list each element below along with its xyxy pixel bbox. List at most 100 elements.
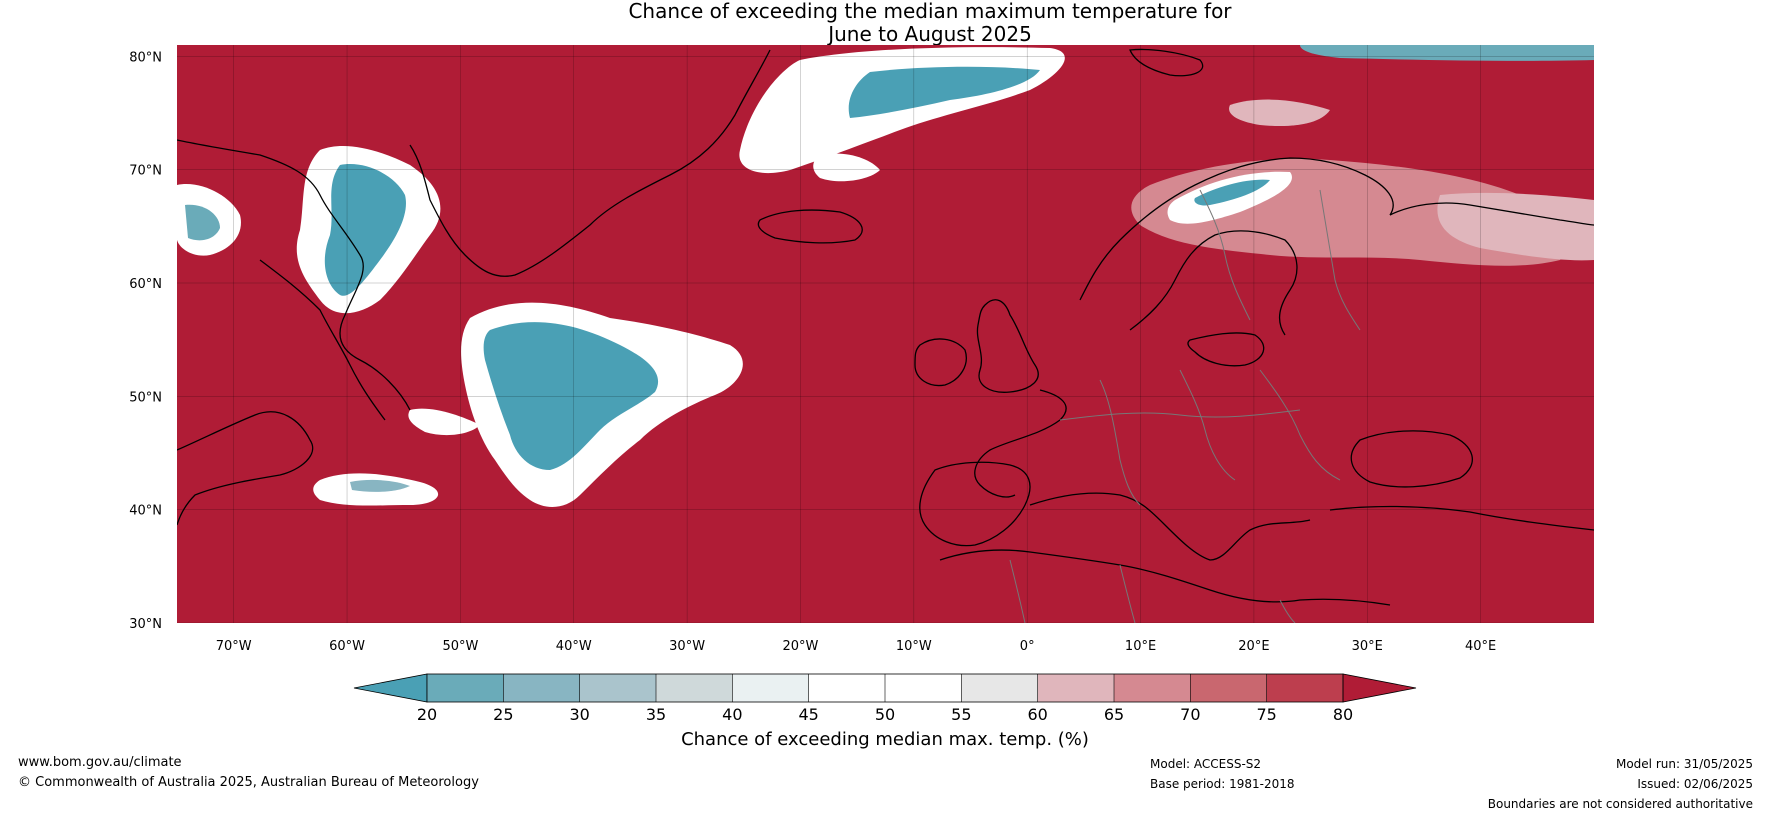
colorbar-segment [1114,674,1191,702]
longitude-label: 60°W [329,639,365,654]
coast-europe-west [974,389,1067,498]
border-africa-a [1009,559,1026,623]
longitude-label: 70°W [216,639,252,654]
region-hudson-core [185,204,220,241]
border-africa-c [1279,599,1296,623]
colorbar-title: Chance of exceeding median max. temp. (%… [681,729,1089,750]
border-europe-b [1099,379,1141,506]
probability-regions [177,45,1594,507]
colorbar-segment [732,674,810,702]
border-europe-a [1059,409,1301,421]
region-svalbard-strip [1300,45,1594,61]
footer-model-run: Model run: 31/05/2025 [1615,757,1753,771]
colorbar-tick-label: 40 [722,705,742,724]
colorbar: 20 25 30 35 40 45 50 55 60 65 70 75 80 Chance of exc… [353,673,1417,750]
coast-great-britain [976,299,1039,393]
colorbar-tick-label: 80 [1333,705,1353,724]
latitude-label: 60°N [129,277,162,292]
footer-issued: Issued: 02/06/2025 [1637,777,1753,791]
border-finland-russia [1319,189,1361,331]
colorbar-tick-label: 30 [569,705,589,724]
map-background [177,45,1594,623]
title-line-2: June to August 2025 [828,22,1032,46]
colorbar-segments [427,674,1344,702]
longitude-label: 20°E [1238,639,1269,654]
longitude-label: 20°W [783,639,819,654]
latitude-label: 80°N [129,50,162,65]
colorbar-tick-label: 20 [417,705,437,724]
colorbar-outline [426,673,1344,703]
coast-mediterranean-north [1029,492,1311,561]
longitude-label: 10°W [896,639,932,654]
colorbar-tick-label: 25 [493,705,513,724]
latitude-label: 70°N [129,164,162,179]
coast-turkey [1329,505,1594,531]
country-borders [1009,189,1361,623]
footer-copyright: © Commonwealth of Australia 2025, Austra… [18,775,479,790]
region-labrador-sea-core [324,164,406,296]
coast-ireland [914,338,967,387]
coast-iceland [757,209,863,244]
map-title: Chance of exceeding the median maximum t… [0,0,1770,46]
coast-iberia [919,461,1031,547]
latitude-label: 50°N [129,390,162,405]
region-iceland-sea-halo [813,153,880,182]
footer-base-period: Base period: 1981-2018 [1150,777,1295,791]
coast-black-sea [1350,430,1473,488]
colorbar-segment [1190,674,1268,702]
footer-model: Model: ACCESS-S2 [1150,757,1262,771]
coast-greenland [409,49,771,277]
region-greenland-sea-core [848,66,1040,118]
border-europe-d [1259,369,1341,481]
colorbar-tick-label: 75 [1256,705,1276,724]
colorbar-over-triangle [1342,673,1417,703]
colorbar-segment [503,674,581,702]
footer-boundaries: Boundaries are not considered authoritat… [1487,797,1753,811]
graticule-lines [177,45,1594,623]
longitude-label: 30°E [1352,639,1383,654]
colorbar-segment [579,674,657,702]
border-europe-c [1179,369,1236,481]
region-mid-atlantic-small-core [350,479,410,492]
colorbar-segment [427,674,504,702]
region-canada-east-halo [408,408,480,436]
latitude-labels: 80°N 70°N 60°N 50°N 40°N 30°N [129,50,162,632]
coast-svalbard [1129,48,1204,77]
longitude-label: 40°E [1465,639,1496,654]
footer-website: www.bom.gov.au/climate [18,755,182,770]
colorbar-tick-label: 35 [646,705,666,724]
colorbar-tick-label: 45 [798,705,818,724]
colorbar-segment [808,674,886,702]
colorbar-tick-label: 70 [1180,705,1200,724]
coast-norway [1079,157,1394,301]
colorbar-tick-label: 50 [875,705,895,724]
colorbar-tick-labels: 20 25 30 35 40 45 50 55 60 65 70 75 80 [417,705,1353,724]
coastlines [177,48,1594,606]
longitude-label: 50°W [442,639,478,654]
coast-baltic [1187,332,1265,367]
colorbar-segment [1266,674,1344,702]
colorbar-under-triangle [353,673,428,703]
coast-north-america [177,411,314,526]
title-line-1: Chance of exceeding the median maximum t… [628,0,1232,23]
latitude-label: 40°N [129,504,162,519]
longitude-labels: 70°W 60°W 50°W 40°W 30°W 20°W 10°W 0° 10°E 20°E 30… [216,639,1497,654]
border-africa-b [1119,564,1136,623]
colorbar-tick-label: 60 [1027,705,1047,724]
map-panel [177,45,1594,623]
latitude-label: 30°N [129,617,162,632]
longitude-label: 30°W [669,639,705,654]
longitude-label: 40°W [556,639,592,654]
region-north-atlantic-core [483,322,659,470]
colorbar-tick-label: 55 [951,705,971,724]
coast-north-africa [939,549,1391,606]
colorbar-segment [1037,674,1115,702]
coast-sweden-finland [1129,230,1298,336]
colorbar-tick-label: 65 [1104,705,1124,724]
region-scandinavia-core [1194,179,1270,206]
region-russia-pink [1437,192,1594,261]
colorbar-segment [656,674,733,702]
coast-labrador [259,259,386,421]
colorbar-segment [961,674,1039,702]
